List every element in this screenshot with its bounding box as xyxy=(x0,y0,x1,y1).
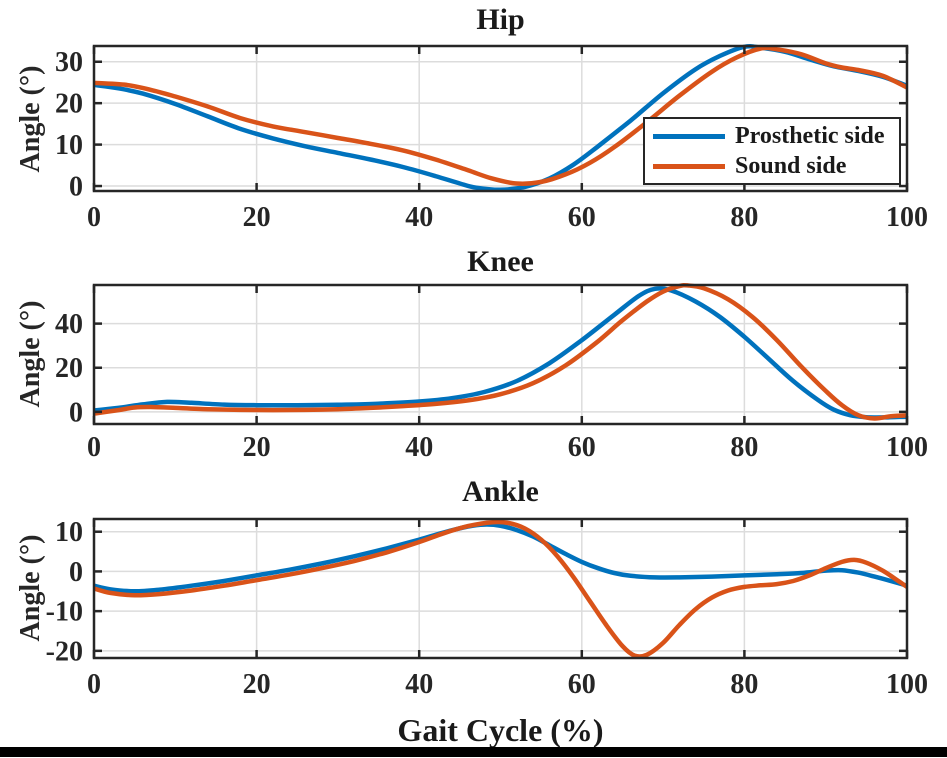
x-axis-label: Gait Cycle (%) xyxy=(397,712,604,748)
prosthetic-line-swatch xyxy=(653,133,725,139)
x-tick-label: 60 xyxy=(568,202,596,233)
legend-label-prosthetic: Prosthetic side xyxy=(735,123,885,149)
x-tick-label: 20 xyxy=(243,669,271,700)
x-tick-label: 40 xyxy=(405,669,433,700)
x-tick-label: 100 xyxy=(886,202,928,233)
axes-frame xyxy=(92,283,909,426)
y-tick-label: 30 xyxy=(55,47,83,78)
y-tick-label: 20 xyxy=(55,89,83,120)
bottom-black-bar xyxy=(0,747,947,757)
legend-item-prosthetic: Prosthetic side xyxy=(653,122,891,150)
axes-frame xyxy=(92,517,909,660)
legend-item-sound: Sound side xyxy=(653,152,891,180)
x-tick-label: 0 xyxy=(87,432,101,463)
x-tick-label: 40 xyxy=(405,202,433,233)
x-tick-label: 80 xyxy=(730,669,758,700)
y-tick-label: -20 xyxy=(46,636,83,667)
x-tick-label: 20 xyxy=(243,432,271,463)
series-line-sound-side xyxy=(93,282,908,421)
x-tick-label: 80 xyxy=(730,432,758,463)
y-tick-label: 20 xyxy=(55,353,83,384)
sound-line-swatch xyxy=(653,163,725,169)
series-line-prosthetic-side xyxy=(93,286,908,420)
knee-chart-title: Knee xyxy=(467,245,534,278)
y-tick-label: 10 xyxy=(55,130,83,161)
y-tick-label: 40 xyxy=(55,309,83,340)
ankle-chart-canvas: 0 20 40 60 80 100 -20 -10 0 10 xyxy=(46,517,928,700)
hip-chart-canvas: 0 20 40 60 80 100 0 10 20 30 xyxy=(55,43,928,233)
x-tick-label: 100 xyxy=(886,669,928,700)
x-tick-label: 60 xyxy=(568,669,596,700)
y-tick-label: 0 xyxy=(69,172,83,203)
legend: Prosthetic side Sound side xyxy=(643,117,901,185)
x-tick-label: 60 xyxy=(568,432,596,463)
y-tick-label: 0 xyxy=(69,397,83,428)
x-tick-label: 0 xyxy=(87,669,101,700)
knee-chart-canvas: 0 20 40 60 80 100 0 20 40 xyxy=(55,282,928,463)
x-tick-label: 80 xyxy=(730,202,758,233)
hip-chart-title: Hip xyxy=(476,3,525,36)
x-tick-label: 40 xyxy=(405,432,433,463)
x-tick-label: 20 xyxy=(243,202,271,233)
series-line-sound-side xyxy=(93,519,908,659)
y-tick-label: -10 xyxy=(46,597,83,628)
axes-frame xyxy=(92,44,909,193)
y-tick-label: 0 xyxy=(69,557,83,588)
legend-label-sound: Sound side xyxy=(735,153,847,179)
x-tick-label: 0 xyxy=(87,202,101,233)
x-tick-label: 100 xyxy=(886,432,928,463)
ankle-chart-title: Ankle xyxy=(462,475,539,508)
y-tick-label: 10 xyxy=(55,517,83,548)
series-line-sound-side xyxy=(93,45,908,186)
